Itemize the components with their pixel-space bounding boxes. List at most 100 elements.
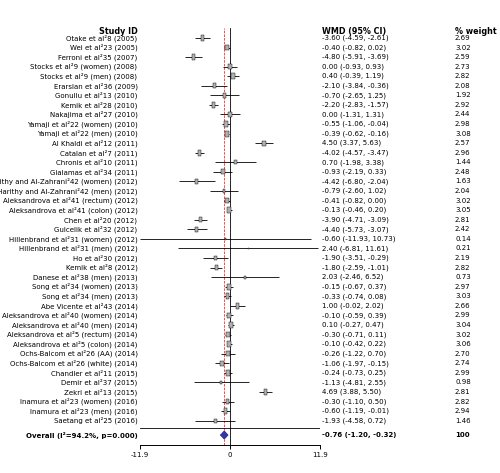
Text: Study ID: Study ID — [99, 27, 138, 36]
Text: -0.13 (-0.46, 0.20): -0.13 (-0.46, 0.20) — [322, 207, 387, 213]
Text: 0.00 (-0.93, 0.93): 0.00 (-0.93, 0.93) — [322, 63, 384, 70]
Text: Al-Harithy and Al-Zahrani²42 (men) (2012): Al-Harithy and Al-Zahrani²42 (men) (2012… — [0, 187, 138, 195]
Text: 2.92: 2.92 — [455, 102, 470, 108]
Text: -0.33 (-0.74, 0.08): -0.33 (-0.74, 0.08) — [322, 293, 387, 299]
Text: Aleksandrova et al²41 (colon) (2012): Aleksandrova et al²41 (colon) (2012) — [8, 206, 138, 214]
Text: Chronis et al²10 (2011): Chronis et al²10 (2011) — [56, 158, 138, 166]
Text: 2.74: 2.74 — [455, 360, 470, 366]
Text: Catalan et al²7 (2011): Catalan et al²7 (2011) — [60, 149, 138, 157]
Text: Al Khaldi et al²12 (2011): Al Khaldi et al²12 (2011) — [52, 140, 138, 147]
Text: -0.70 (-2.65, 1.25): -0.70 (-2.65, 1.25) — [322, 92, 386, 98]
Text: 100: 100 — [455, 432, 469, 438]
Bar — [212, 83, 216, 88]
Bar — [212, 102, 215, 108]
Text: -0.24 (-0.73, 0.25): -0.24 (-0.73, 0.25) — [322, 369, 386, 376]
Text: -0.26 (-1.22, 0.70): -0.26 (-1.22, 0.70) — [322, 350, 386, 357]
Text: Zekri et al²13 (2015): Zekri et al²13 (2015) — [64, 388, 138, 396]
Bar — [236, 303, 239, 308]
Text: -1.93 (-4.58, 0.72): -1.93 (-4.58, 0.72) — [322, 418, 386, 424]
Bar — [227, 284, 230, 289]
Text: 2.59: 2.59 — [455, 54, 470, 60]
Text: Erarslan et al²36 (2009): Erarslan et al²36 (2009) — [54, 82, 138, 89]
Bar — [226, 332, 230, 337]
Bar — [228, 342, 231, 347]
Text: -0.10 (-0.59, 0.39): -0.10 (-0.59, 0.39) — [322, 312, 387, 319]
Text: -0.41 (-0.82, 0.00): -0.41 (-0.82, 0.00) — [322, 197, 387, 204]
Text: Nakajima et al²27 (2010): Nakajima et al²27 (2010) — [50, 111, 138, 118]
Text: Yamaji et al²22 (men) (2010): Yamaji et al²22 (men) (2010) — [37, 130, 138, 137]
Text: Ochs-Balcom et al²26 (AA) (2014): Ochs-Balcom et al²26 (AA) (2014) — [20, 350, 138, 358]
Text: Gialamas et al²34 (2011): Gialamas et al²34 (2011) — [50, 168, 138, 175]
Text: 0.00 (-1.31, 1.31): 0.00 (-1.31, 1.31) — [322, 111, 384, 118]
Text: Gulcelik et al²32 (2012): Gulcelik et al²32 (2012) — [54, 226, 138, 233]
Text: 2.99: 2.99 — [455, 313, 470, 318]
Text: 0.70 (-1.98, 3.38): 0.70 (-1.98, 3.38) — [322, 159, 384, 166]
Bar — [224, 408, 227, 414]
Text: -0.60 (-1.19, -0.01): -0.60 (-1.19, -0.01) — [322, 408, 390, 414]
Text: 0.40 (-0.39, 1.19): 0.40 (-0.39, 1.19) — [322, 73, 384, 79]
Text: -0.76 (-1.20, -0.32): -0.76 (-1.20, -0.32) — [322, 432, 397, 438]
Text: Ferroni et al²35 (2007): Ferroni et al²35 (2007) — [58, 53, 138, 61]
Bar — [225, 238, 226, 239]
Bar — [227, 207, 231, 213]
Text: 3.05: 3.05 — [455, 207, 470, 213]
Text: Aleksandrova et al²40 (women) (2014): Aleksandrova et al²40 (women) (2014) — [2, 312, 138, 319]
Text: 3.08: 3.08 — [455, 131, 471, 137]
Text: 0.73: 0.73 — [455, 274, 471, 280]
Text: 1.46: 1.46 — [455, 418, 470, 424]
Text: -4.80 (-5.91, -3.69): -4.80 (-5.91, -3.69) — [322, 54, 389, 61]
Bar — [192, 54, 196, 60]
Text: 2.94: 2.94 — [455, 408, 470, 414]
Text: 1.63: 1.63 — [455, 178, 471, 184]
Text: 2.70: 2.70 — [455, 350, 470, 357]
Text: 2.73: 2.73 — [455, 64, 470, 70]
Text: Aleksandrova et al²41 (rectum) (2012): Aleksandrova et al²41 (rectum) (2012) — [2, 197, 138, 204]
Text: Inamura et al²23 (women) (2016): Inamura et al²23 (women) (2016) — [20, 398, 138, 405]
Text: -3.60 (-4.59, -2.61): -3.60 (-4.59, -2.61) — [322, 35, 389, 41]
Text: 2.03 (-2.46, 6.52): 2.03 (-2.46, 6.52) — [322, 274, 384, 280]
Text: 2.08: 2.08 — [455, 83, 470, 89]
Text: Overall (I²=94.2%, p=0.000): Overall (I²=94.2%, p=0.000) — [26, 431, 138, 438]
Text: 4.50 (3.37, 5.63): 4.50 (3.37, 5.63) — [322, 140, 382, 147]
Text: Kemik et al²8 (2012): Kemik et al²8 (2012) — [66, 264, 138, 272]
Bar — [214, 255, 217, 261]
Text: Ho et al²30 (2012): Ho et al²30 (2012) — [73, 254, 138, 262]
Text: Song et al²34 (women) (2013): Song et al²34 (women) (2013) — [32, 283, 138, 290]
Text: 2.57: 2.57 — [455, 140, 470, 146]
Text: 0.21: 0.21 — [455, 245, 470, 252]
Text: Chen et al²20 (2012): Chen et al²20 (2012) — [64, 216, 138, 224]
Bar — [224, 93, 226, 97]
Text: -4.42 (-6.80, -2.04): -4.42 (-6.80, -2.04) — [322, 178, 389, 185]
Text: Danese et al²38 (men) (2013): Danese et al²38 (men) (2013) — [33, 273, 138, 281]
Text: 2.81: 2.81 — [455, 389, 470, 395]
Text: 0.98: 0.98 — [455, 379, 471, 385]
Text: Hillenbrand et al²31 (men) (2012): Hillenbrand et al²31 (men) (2012) — [19, 245, 138, 252]
Text: 2.82: 2.82 — [455, 399, 470, 404]
Text: 2.96: 2.96 — [455, 150, 470, 156]
Text: 3.02: 3.02 — [455, 332, 470, 338]
Text: Saetang et al²25 (2016): Saetang et al²25 (2016) — [54, 417, 138, 424]
Text: -2.10 (-3.84, -0.36): -2.10 (-3.84, -0.36) — [322, 83, 389, 89]
Text: 3.04: 3.04 — [455, 322, 470, 328]
Text: -0.30 (-0.71, 0.11): -0.30 (-0.71, 0.11) — [322, 331, 387, 338]
Bar — [201, 35, 204, 41]
Text: 2.69: 2.69 — [455, 35, 470, 41]
Bar — [214, 419, 216, 423]
Text: 2.48: 2.48 — [455, 169, 470, 175]
Bar — [228, 112, 232, 117]
Bar — [222, 169, 224, 175]
Text: 1.00 (-0.02, 2.02): 1.00 (-0.02, 2.02) — [322, 303, 384, 309]
Bar — [225, 44, 229, 50]
Text: -1.06 (-1.97, -0.15): -1.06 (-1.97, -0.15) — [322, 360, 390, 367]
Bar — [220, 360, 224, 366]
Text: Wei et al²23 (2005): Wei et al²23 (2005) — [70, 44, 138, 51]
Text: 2.99: 2.99 — [455, 370, 470, 376]
Bar — [226, 131, 229, 137]
Bar — [264, 389, 267, 395]
Bar — [226, 293, 230, 299]
Text: -0.79 (-2.60, 1.02): -0.79 (-2.60, 1.02) — [322, 188, 387, 194]
Text: 2.42: 2.42 — [455, 226, 470, 232]
Text: -0.55 (-1.06, -0.04): -0.55 (-1.06, -0.04) — [322, 121, 389, 127]
Bar — [224, 121, 228, 127]
Text: Inamura et al²23 (men) (2016): Inamura et al²23 (men) (2016) — [30, 407, 138, 415]
